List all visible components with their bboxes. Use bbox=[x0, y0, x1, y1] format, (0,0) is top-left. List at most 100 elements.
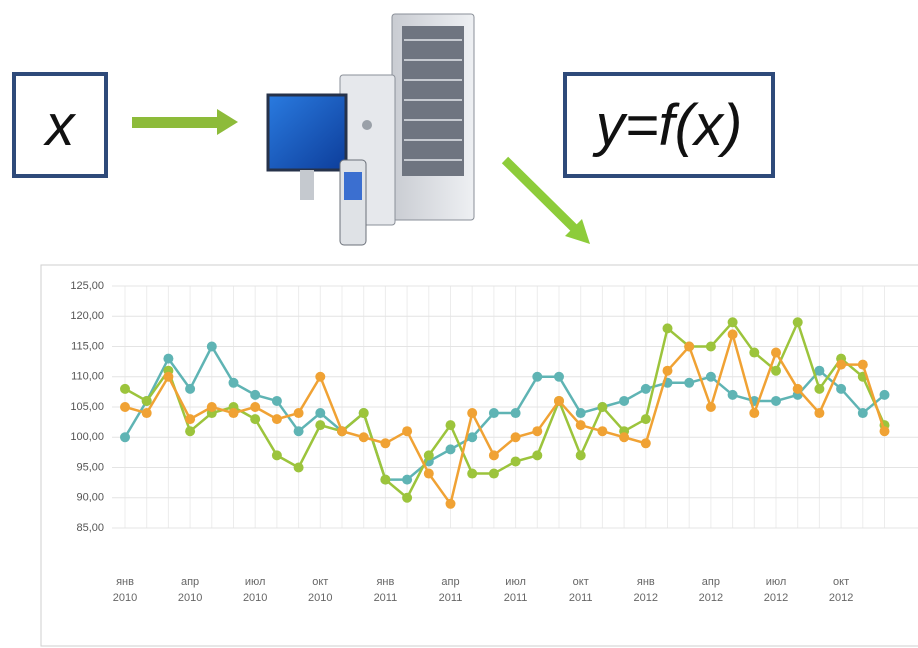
point bbox=[684, 378, 694, 388]
point bbox=[272, 414, 282, 424]
x-tick-label: июл 2012 bbox=[759, 574, 793, 606]
point bbox=[554, 396, 564, 406]
point bbox=[315, 408, 325, 418]
point bbox=[229, 378, 239, 388]
point bbox=[728, 329, 738, 339]
y-tick-label: 110,00 bbox=[71, 371, 104, 383]
input-box: x bbox=[12, 72, 108, 178]
point bbox=[858, 360, 868, 370]
point bbox=[120, 432, 130, 442]
point bbox=[771, 396, 781, 406]
point bbox=[250, 414, 260, 424]
point bbox=[489, 408, 499, 418]
point bbox=[706, 342, 716, 352]
diagram-graphics: 85,0090,0095,00100,00105,00110,00115,001… bbox=[0, 0, 918, 648]
point bbox=[467, 408, 477, 418]
y-tick-label: 85,00 bbox=[76, 522, 104, 534]
x-tick-label: апр 2011 bbox=[434, 574, 468, 606]
x-tick-label: окт 2010 bbox=[303, 574, 337, 606]
x-tick-label: июл 2010 bbox=[238, 574, 272, 606]
point bbox=[185, 384, 195, 394]
computer-icon bbox=[268, 14, 474, 245]
point bbox=[380, 438, 390, 448]
point bbox=[684, 342, 694, 352]
point bbox=[836, 384, 846, 394]
x-tick-label: янв 2012 bbox=[629, 574, 663, 606]
point bbox=[207, 342, 217, 352]
point bbox=[793, 384, 803, 394]
point bbox=[576, 408, 586, 418]
point bbox=[511, 432, 521, 442]
point bbox=[706, 402, 716, 412]
point bbox=[207, 402, 217, 412]
point bbox=[250, 402, 260, 412]
point bbox=[728, 390, 738, 400]
point bbox=[489, 469, 499, 479]
point bbox=[446, 499, 456, 509]
point bbox=[424, 450, 434, 460]
point bbox=[446, 420, 456, 430]
point bbox=[619, 396, 629, 406]
point bbox=[337, 426, 347, 436]
point bbox=[185, 414, 195, 424]
point bbox=[597, 426, 607, 436]
point bbox=[294, 408, 304, 418]
point bbox=[880, 390, 890, 400]
x-tick-label: апр 2010 bbox=[173, 574, 207, 606]
point bbox=[532, 450, 542, 460]
point bbox=[142, 396, 152, 406]
point bbox=[402, 426, 412, 436]
y-tick-label: 115,00 bbox=[71, 340, 104, 352]
y-tick-label: 100,00 bbox=[70, 431, 104, 443]
point bbox=[641, 438, 651, 448]
point bbox=[315, 420, 325, 430]
x-tick-label: янв 2010 bbox=[108, 574, 142, 606]
point bbox=[294, 426, 304, 436]
point bbox=[294, 463, 304, 473]
point bbox=[771, 348, 781, 358]
point bbox=[446, 444, 456, 454]
point bbox=[619, 432, 629, 442]
point bbox=[576, 420, 586, 430]
point bbox=[554, 372, 564, 382]
input-label: x bbox=[46, 92, 75, 159]
x-tick-label: окт 2012 bbox=[824, 574, 858, 606]
y-tick-label: 95,00 bbox=[76, 461, 104, 473]
point bbox=[532, 372, 542, 382]
point bbox=[771, 366, 781, 376]
point bbox=[641, 414, 651, 424]
point bbox=[749, 348, 759, 358]
y-tick-label: 90,00 bbox=[76, 492, 104, 504]
point bbox=[576, 450, 586, 460]
point bbox=[663, 323, 673, 333]
page: 85,0090,0095,00100,00105,00110,00115,001… bbox=[0, 0, 918, 648]
x-tick-label: янв 2011 bbox=[368, 574, 402, 606]
output-label: y=f(x) bbox=[596, 92, 743, 159]
point bbox=[120, 384, 130, 394]
point bbox=[315, 372, 325, 382]
point bbox=[467, 469, 477, 479]
point bbox=[597, 402, 607, 412]
point bbox=[359, 408, 369, 418]
point bbox=[250, 390, 260, 400]
x-tick-label: окт 2011 bbox=[564, 574, 598, 606]
arrow bbox=[132, 109, 238, 135]
point bbox=[185, 426, 195, 436]
y-tick-label: 120,00 bbox=[70, 310, 104, 322]
point bbox=[858, 408, 868, 418]
point bbox=[532, 426, 542, 436]
x-tick-label: июл 2011 bbox=[499, 574, 533, 606]
output-box: y=f(x) bbox=[563, 72, 775, 178]
point bbox=[814, 408, 824, 418]
point bbox=[511, 456, 521, 466]
point bbox=[163, 354, 173, 364]
point bbox=[511, 408, 521, 418]
point bbox=[402, 493, 412, 503]
point bbox=[229, 408, 239, 418]
point bbox=[836, 360, 846, 370]
point bbox=[489, 450, 499, 460]
point bbox=[641, 384, 651, 394]
point bbox=[663, 366, 673, 376]
point bbox=[120, 402, 130, 412]
point bbox=[467, 432, 477, 442]
